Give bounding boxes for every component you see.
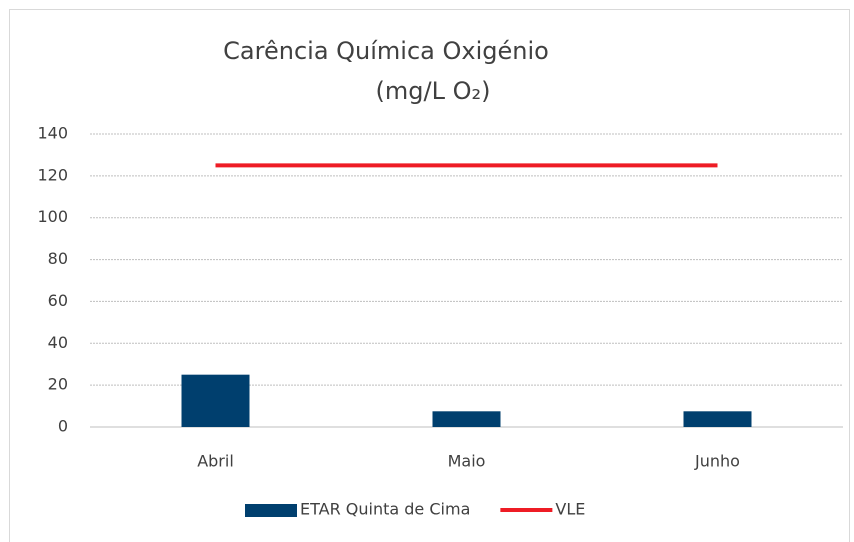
legend-label: VLE (555, 500, 585, 519)
legend-label: ETAR Quinta de Cima (300, 500, 470, 519)
bar (683, 411, 752, 427)
y-tick-label: 60 (48, 291, 68, 310)
y-tick-label: 80 (48, 249, 68, 268)
y-tick-label: 100 (37, 207, 68, 226)
x-tick-label: Maio (448, 452, 486, 471)
chart-title: Carência Química Oxigénio (223, 37, 549, 65)
y-tick-label: 140 (37, 124, 68, 143)
y-tick-label: 20 (48, 375, 68, 394)
y-tick-label: 0 (58, 417, 68, 436)
y-tick-label: 120 (37, 165, 68, 184)
bar (432, 411, 501, 427)
chart-border (9, 9, 850, 542)
x-tick-label: Junho (694, 452, 740, 471)
y-tick-label: 40 (48, 333, 68, 352)
bar (181, 374, 250, 427)
chart-subtitle: (mg/L O₂) (376, 77, 491, 105)
legend-swatch (245, 504, 297, 517)
x-tick-label: Abril (197, 452, 234, 471)
